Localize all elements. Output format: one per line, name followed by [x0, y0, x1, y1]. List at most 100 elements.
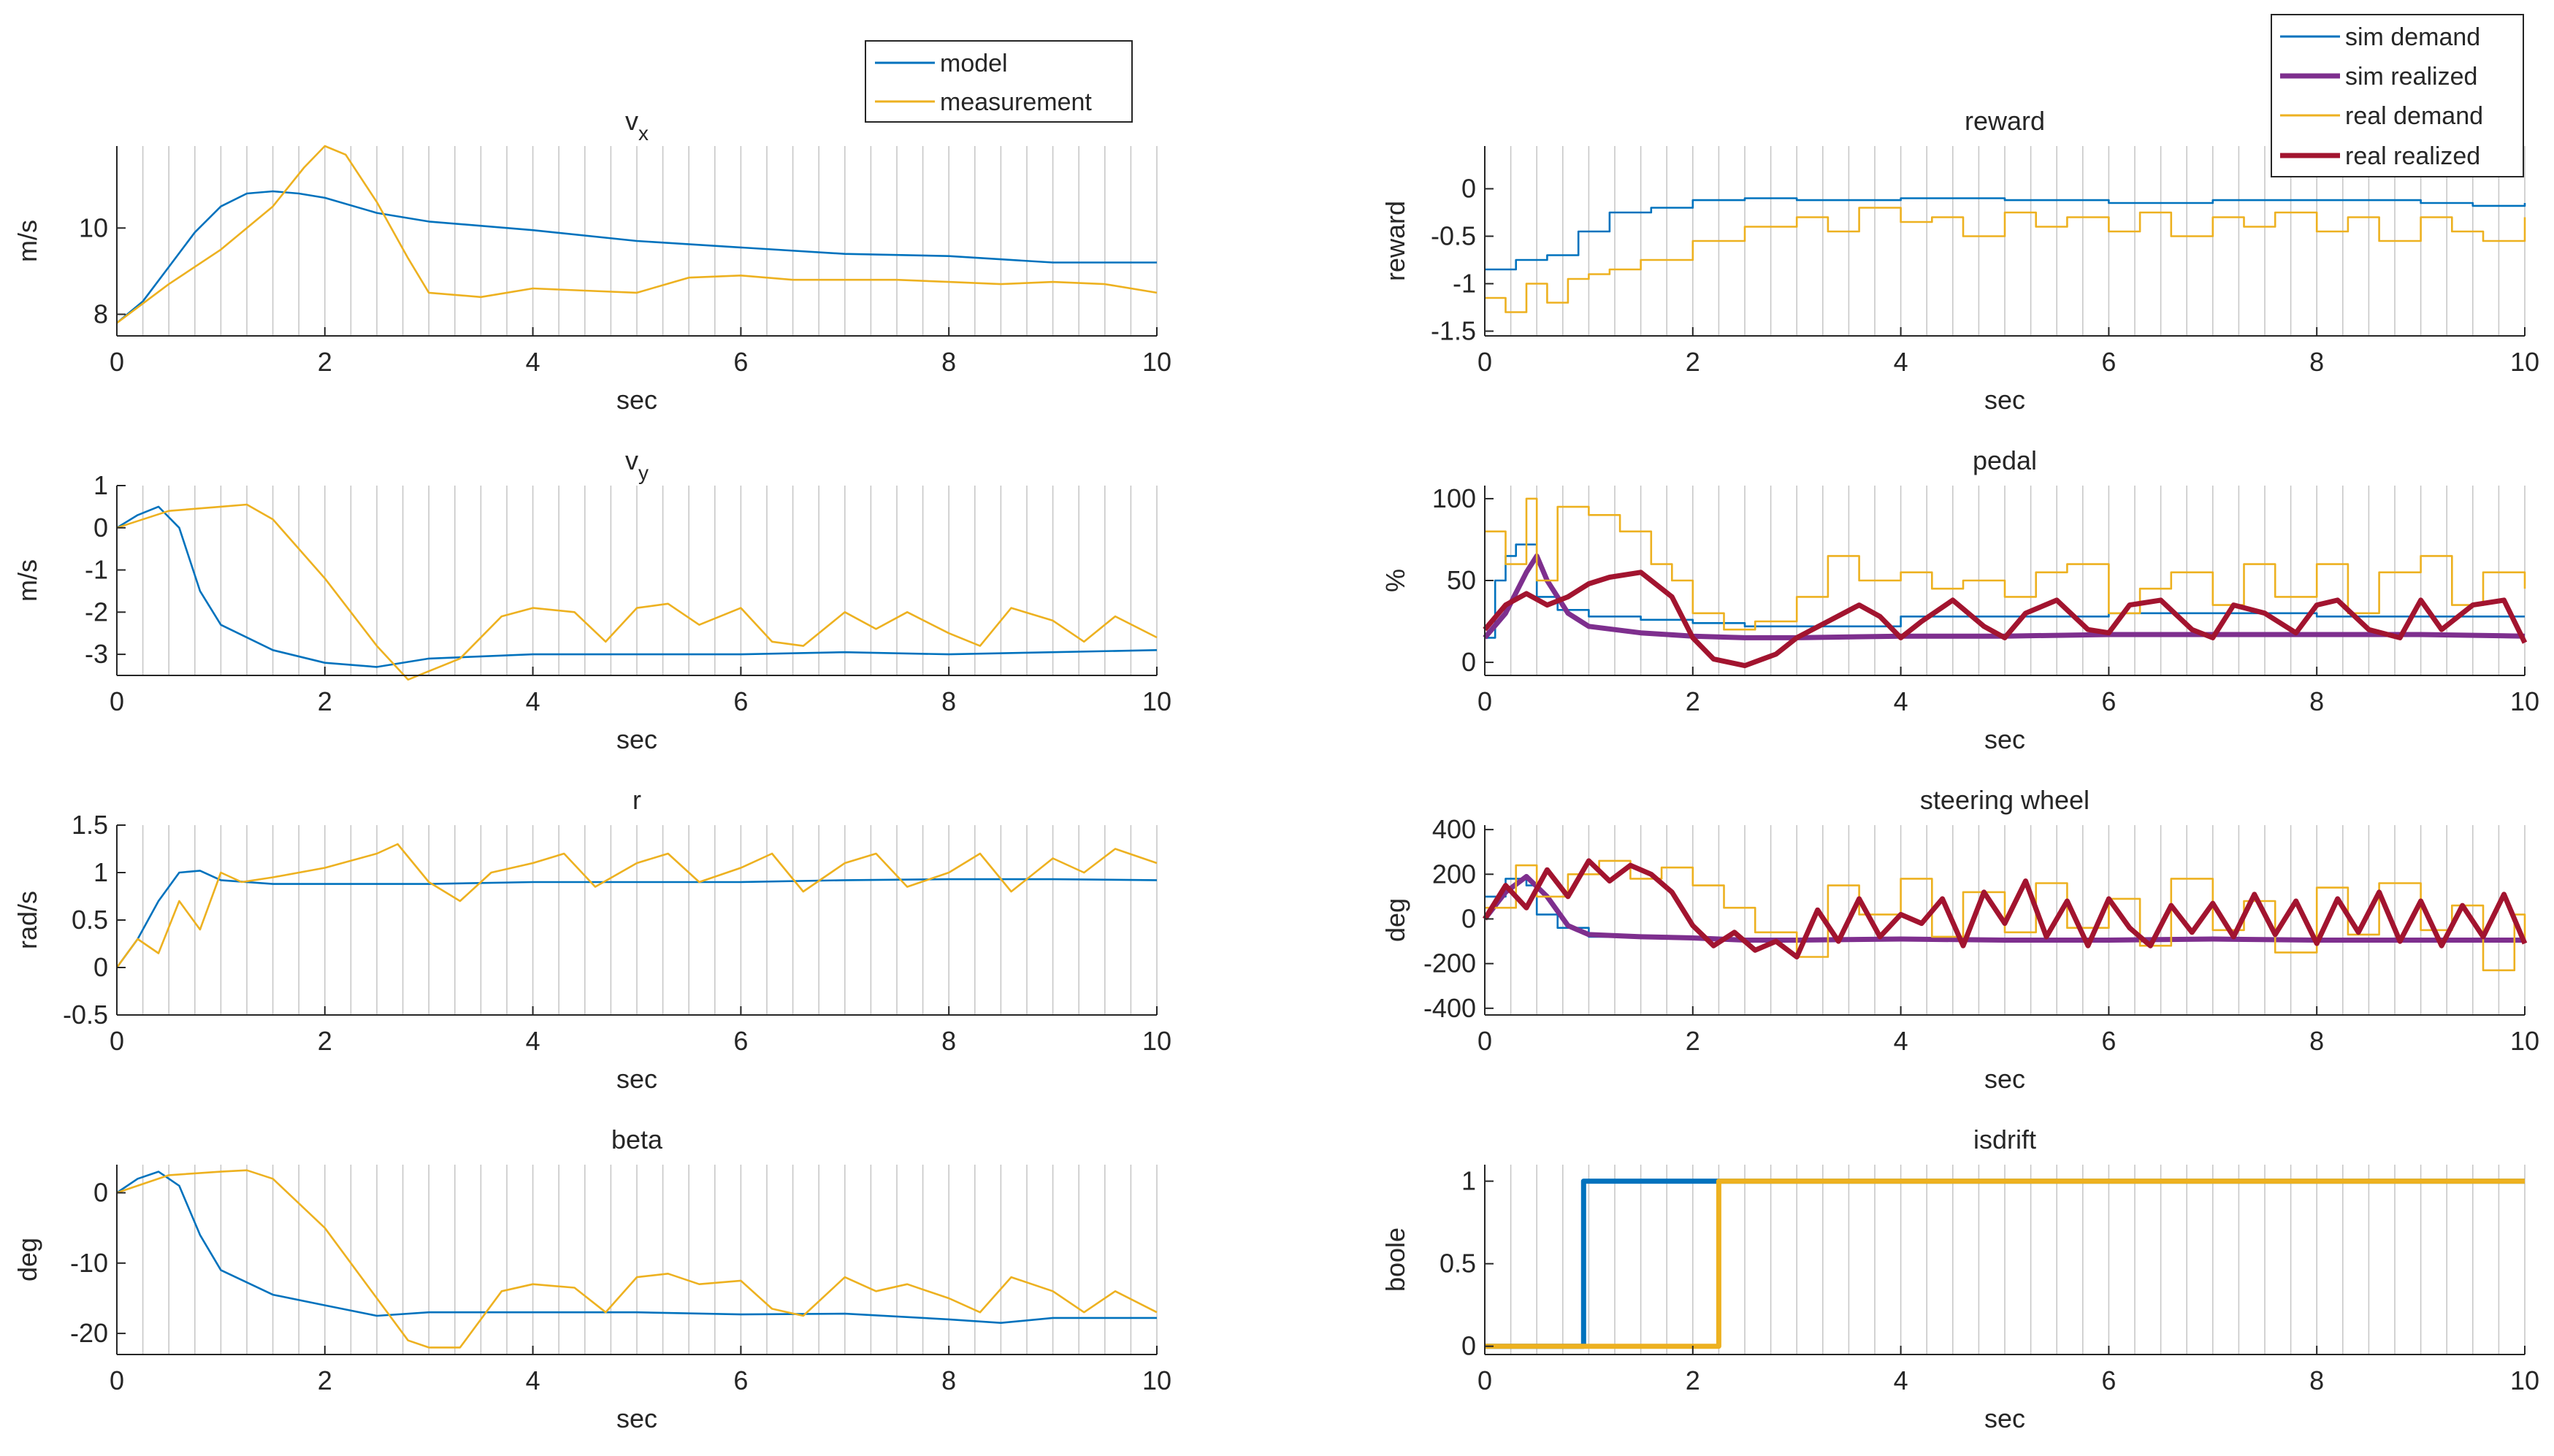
y-tick-label: 0	[93, 513, 108, 543]
y-tick-label: 400	[1432, 814, 1476, 844]
y-tick-label: 1.5	[72, 810, 108, 840]
y-tick-label: 100	[1432, 483, 1476, 513]
x-tick-label: 10	[2510, 1026, 2539, 1056]
y-tick-label: 0	[1461, 1331, 1476, 1361]
x-tick-label: 0	[110, 686, 124, 716]
x-axis-label: sec	[616, 385, 657, 415]
subplot-title: beta	[611, 1124, 663, 1154]
x-tick-label: 0	[110, 347, 124, 377]
subplot-title: steering wheel	[1920, 785, 2090, 815]
y-axis-label: reward	[1380, 201, 1410, 281]
x-tick-label: 6	[733, 1026, 748, 1056]
y-tick-label: 0	[93, 1178, 108, 1208]
x-tick-label: 6	[733, 1365, 748, 1395]
x-axis-label: sec	[1984, 385, 2025, 415]
x-tick-label: 6	[2101, 1365, 2116, 1395]
x-tick-label: 8	[941, 1365, 956, 1395]
x-tick-label: 6	[733, 686, 748, 716]
series-line-model	[115, 870, 1158, 968]
x-tick-label: 4	[1894, 686, 1908, 716]
series-line-measurement	[116, 1169, 1158, 1349]
subplot-title: pedal	[1973, 445, 2037, 475]
series-line-real-realized	[1483, 570, 2528, 669]
y-tick-label: 1	[93, 470, 108, 500]
y-axis-label: m/s	[12, 559, 42, 602]
x-tick-label: 10	[2510, 1365, 2539, 1395]
subplot-reward: 0 2 4 6 8 10 -1.5 -1 -0.5 0 sec reward reward	[1380, 106, 2539, 415]
subplot-title: r	[632, 785, 641, 815]
x-tick-label: 8	[941, 686, 956, 716]
series-line-sim-demand	[1485, 197, 2526, 271]
series-line-measurement	[116, 145, 1158, 324]
series-line-model	[116, 1170, 1157, 1324]
y-tick-label: -1	[1453, 269, 1476, 299]
x-tick-label: 0	[110, 1365, 124, 1395]
y-tick-label: 8	[93, 299, 108, 329]
subplot-title: reward	[1965, 106, 2045, 136]
y-tick-label: 0	[93, 952, 108, 982]
y-axis-label: deg	[1380, 898, 1410, 942]
x-tick-label: 0	[1477, 1026, 1492, 1056]
y-tick-label: 200	[1432, 859, 1476, 889]
series-line-measurement	[115, 843, 1158, 968]
y-axis-label: rad/s	[12, 891, 42, 949]
x-tick-label: 10	[1142, 347, 1171, 377]
series-line-real-realized	[1483, 858, 2528, 959]
y-tick-label: 0	[1461, 903, 1476, 933]
series-line-real-demand	[1485, 859, 2526, 972]
series-line-measurement	[116, 503, 1158, 681]
x-tick-label: 8	[2309, 347, 2324, 377]
x-tick-label: 4	[1894, 1365, 1908, 1395]
x-tick-label: 2	[1686, 686, 1700, 716]
legend-label-real-realized: real realized	[2345, 142, 2480, 170]
x-tick-label: 2	[318, 347, 332, 377]
legend-label-sim-demand: sim demand	[2345, 23, 2480, 51]
x-tick-label: 2	[1686, 1365, 1700, 1395]
y-tick-label: 50	[1447, 565, 1476, 595]
x-tick-label: 8	[941, 1026, 956, 1056]
y-tick-label: 1	[1461, 1166, 1476, 1196]
x-tick-label: 0	[110, 1026, 124, 1056]
x-tick-label: 0	[1477, 686, 1492, 716]
y-axis-label: %	[1380, 569, 1410, 592]
x-tick-label: 8	[2309, 686, 2324, 716]
legend-label-model: model	[940, 50, 1008, 77]
legend-label-measurement: measurement	[940, 88, 1092, 116]
legend-left: model measurement	[865, 40, 1133, 123]
x-tick-label: 2	[318, 686, 332, 716]
x-tick-label: 4	[526, 686, 540, 716]
x-tick-label: 10	[2510, 686, 2539, 716]
y-tick-label: -20	[70, 1318, 108, 1348]
x-tick-label: 6	[2101, 686, 2116, 716]
x-axis-label: sec	[1984, 724, 2025, 754]
y-axis-label: deg	[12, 1238, 42, 1281]
x-tick-label: 0	[1477, 1365, 1492, 1395]
legend-right: sim demand sim realized real demand real…	[2271, 14, 2524, 177]
subplot-steering-wheel: 0 2 4 6 8 10 -400 -200 0 200 400 sec deg steering whe…	[1380, 785, 2539, 1094]
x-axis-label: sec	[1984, 1403, 2025, 1433]
x-tick-label: 0	[1477, 347, 1492, 377]
x-tick-label: 10	[2510, 347, 2539, 377]
x-tick-label: 6	[2101, 1026, 2116, 1056]
series-line-real-demand	[1485, 497, 2526, 631]
x-axis-label: sec	[616, 1403, 657, 1433]
y-tick-label: 0.5	[72, 905, 108, 935]
y-tick-label: 0	[1461, 174, 1476, 204]
series-line-real-demand	[1485, 1179, 2525, 1349]
y-tick-label: 0.5	[1440, 1249, 1476, 1279]
legend-label-sim-realized: sim realized	[2345, 63, 2477, 91]
x-tick-label: 2	[318, 1365, 332, 1395]
x-tick-label: 4	[526, 347, 540, 377]
subplot-isdrift: 0 2 4 6 8 10 0 0.5 1 sec boole isdrift	[1380, 1124, 2539, 1433]
x-tick-label: 8	[2309, 1026, 2324, 1056]
y-tick-label: -0.5	[1431, 221, 1476, 251]
x-tick-label: 6	[2101, 347, 2116, 377]
x-tick-label: 6	[733, 347, 748, 377]
y-tick-label: 1	[93, 857, 108, 887]
legend-label-real-demand: real demand	[2345, 102, 2483, 130]
series-line-model	[116, 505, 1158, 668]
